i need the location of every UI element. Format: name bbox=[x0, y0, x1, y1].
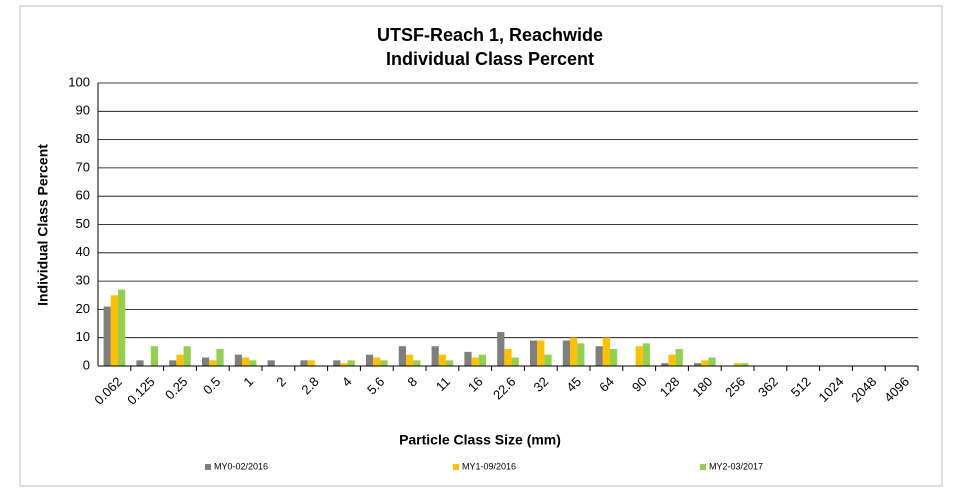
bar bbox=[373, 357, 381, 366]
bar bbox=[708, 357, 716, 366]
bar bbox=[544, 354, 552, 366]
bar bbox=[668, 354, 676, 366]
bar bbox=[675, 349, 683, 366]
bar bbox=[733, 363, 742, 366]
bar bbox=[511, 357, 519, 366]
chart-subtitle: Individual Class Percent bbox=[386, 49, 594, 69]
bar bbox=[446, 360, 454, 366]
y-tick-label: 40 bbox=[76, 244, 90, 259]
bar bbox=[610, 349, 618, 366]
y-tick-label: 0 bbox=[83, 357, 90, 372]
bar bbox=[169, 360, 177, 366]
legend-swatch bbox=[700, 464, 706, 470]
legend-label: MY0-02/2016 bbox=[214, 461, 268, 471]
bar bbox=[693, 363, 702, 366]
bar bbox=[110, 295, 119, 366]
bar bbox=[701, 360, 709, 366]
chart-title: UTSF-Reach 1, Reachwide bbox=[377, 25, 603, 45]
legend-swatch bbox=[453, 464, 459, 470]
bar bbox=[562, 340, 570, 366]
bar bbox=[380, 360, 388, 366]
bar bbox=[595, 346, 603, 366]
bar bbox=[150, 346, 159, 366]
bar bbox=[201, 357, 210, 366]
bar bbox=[741, 363, 749, 366]
y-tick-label: 100 bbox=[68, 74, 90, 89]
bar bbox=[249, 360, 257, 366]
bar bbox=[642, 343, 651, 366]
bar bbox=[103, 306, 111, 366]
bar bbox=[176, 354, 184, 366]
bar bbox=[537, 340, 545, 366]
bar bbox=[347, 360, 355, 366]
x-axis-title: Particle Class Size (mm) bbox=[399, 432, 561, 448]
bar bbox=[635, 346, 643, 366]
bar bbox=[267, 360, 275, 366]
y-tick-label: 70 bbox=[76, 159, 90, 174]
bar bbox=[438, 354, 447, 366]
bar bbox=[497, 332, 505, 366]
bar bbox=[529, 340, 538, 366]
bar bbox=[365, 354, 374, 366]
chart-border bbox=[19, 5, 943, 487]
bar bbox=[300, 360, 308, 366]
bar bbox=[577, 343, 585, 366]
legend-label: MY2-03/2017 bbox=[709, 461, 763, 471]
legend-label: MY1-09/2016 bbox=[462, 461, 516, 471]
bar bbox=[398, 346, 406, 366]
bar bbox=[504, 349, 512, 366]
bar bbox=[340, 363, 348, 366]
bar bbox=[405, 354, 414, 366]
legend-swatch bbox=[205, 464, 211, 470]
bar bbox=[464, 351, 472, 366]
bar bbox=[471, 357, 479, 366]
bar bbox=[209, 360, 217, 366]
bar bbox=[216, 349, 224, 366]
bar bbox=[241, 357, 250, 366]
bar bbox=[307, 360, 315, 366]
bar bbox=[333, 360, 341, 366]
bar bbox=[661, 363, 669, 366]
bar bbox=[234, 354, 242, 366]
bar bbox=[136, 360, 144, 366]
y-tick-label: 50 bbox=[76, 216, 90, 231]
bar bbox=[478, 354, 487, 366]
bar bbox=[602, 337, 611, 366]
bar bbox=[118, 289, 126, 366]
y-tick-label: 30 bbox=[76, 273, 90, 288]
y-tick-label: 90 bbox=[76, 103, 90, 118]
y-tick-label: 80 bbox=[76, 131, 90, 146]
bar bbox=[183, 346, 191, 366]
y-tick-label: 10 bbox=[76, 329, 90, 344]
bar bbox=[431, 346, 439, 366]
bar bbox=[413, 360, 421, 366]
y-tick-label: 20 bbox=[76, 301, 90, 316]
bar bbox=[569, 337, 578, 366]
y-tick-label: 60 bbox=[76, 188, 90, 203]
y-axis-title: Individual Class Percent bbox=[35, 144, 51, 306]
